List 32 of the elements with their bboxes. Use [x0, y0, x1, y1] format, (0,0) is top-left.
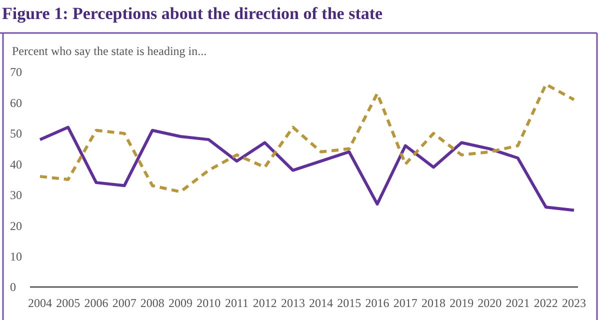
y-tick-label: 10 [10, 249, 22, 264]
x-tick-label: 2009 [168, 296, 193, 310]
y-tick-label: 60 [10, 96, 22, 110]
x-tick-label: 2016 [365, 296, 390, 310]
x-tick-label: 2013 [280, 296, 305, 310]
y-tick-label: 50 [10, 126, 22, 141]
x-tick-label: 2012 [252, 296, 277, 310]
y-tick-label: 70 [10, 65, 22, 80]
x-tick-label: 2022 [534, 296, 558, 310]
x-tick-label: 2004 [28, 296, 52, 310]
x-tick-label: 2008 [140, 296, 164, 310]
x-tick-label: 2017 [393, 296, 418, 310]
x-tick-label: 2018 [421, 296, 446, 310]
x-tick-label: 2011 [224, 296, 249, 310]
chart-title: Figure 1: Perceptions about the direction of the state [2, 4, 384, 23]
x-tick-label: 2014 [309, 296, 334, 310]
x-tick-label: 2023 [562, 296, 586, 310]
line-series [38, 82, 576, 194]
x-tick-label: 2020 [478, 296, 502, 310]
x-tick-label: 2021 [506, 296, 530, 310]
line-series [38, 126, 576, 212]
y-axis-title: Percent who say the state is heading in... [12, 44, 207, 58]
y-tick-label: 20 [10, 218, 22, 233]
x-tick-label: 2005 [56, 296, 80, 310]
x-tick-label: 2015 [337, 296, 362, 310]
y-tick-label: 40 [10, 157, 22, 172]
x-tick-label: 2006 [84, 296, 108, 310]
x-tick-label: 2007 [112, 296, 136, 310]
x-tick-label: 2010 [196, 296, 221, 310]
y-tick-label: 30 [10, 188, 22, 202]
y-tick-label: 0 [10, 280, 16, 294]
x-tick-label: 2019 [450, 296, 474, 310]
